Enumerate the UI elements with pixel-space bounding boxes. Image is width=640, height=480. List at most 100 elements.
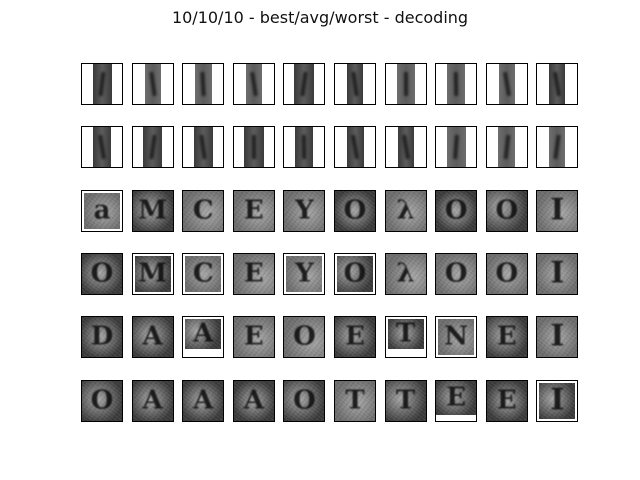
texture-overlay	[233, 317, 274, 358]
thumbnail-cell: T	[384, 316, 427, 359]
texture-overlay	[82, 253, 122, 294]
thumbnail-image: O	[284, 317, 325, 358]
glyph-mark: I	[550, 318, 565, 354]
thumbnail-cell: I	[536, 316, 579, 359]
thumbnail-image: I	[537, 190, 578, 231]
thumbnail-image	[92, 64, 112, 104]
thumbnail-image: E	[233, 253, 274, 294]
thumbnail-image: M	[132, 190, 173, 231]
thumbnail-image: E	[335, 317, 375, 358]
thumbnail-image	[193, 127, 213, 168]
texture-overlay	[438, 319, 475, 356]
thumbnail-image	[498, 127, 516, 168]
thumbnail-cell: T	[334, 379, 376, 422]
thumbnail-image	[446, 127, 466, 168]
thumbnail-image: a	[84, 192, 120, 229]
glyph-mark: O	[90, 258, 114, 289]
texture-overlay	[436, 380, 477, 415]
glyph-mark: A	[142, 384, 163, 415]
glyph-mark: I	[550, 381, 565, 417]
thumbnail-image: E	[436, 380, 477, 415]
thumbnail-image: E	[486, 317, 527, 358]
thumbnail-image: I	[537, 317, 578, 358]
thumbnail-image: Y	[284, 190, 325, 231]
glyph-mark: O	[444, 258, 468, 289]
thumbnail-image	[498, 64, 515, 104]
thumbnail-cell: λ	[384, 189, 427, 232]
texture-overlay	[286, 255, 323, 292]
thumbnail-cell: A	[131, 379, 174, 422]
texture-overlay	[233, 253, 274, 294]
thumbnail-image	[549, 127, 566, 168]
thumbnail-image	[93, 127, 111, 168]
thumbnail-cell: T	[384, 379, 427, 422]
thumbnail-cell	[182, 126, 225, 169]
thumbnail-image: λ	[385, 190, 426, 231]
strip-stroke	[148, 71, 157, 97]
thumbnail-image: A	[132, 317, 173, 358]
thumbnail-image: C	[183, 190, 224, 231]
thumbnail-cell	[435, 126, 478, 169]
thumbnail-cell: O	[435, 189, 478, 232]
texture-overlay	[486, 317, 527, 358]
texture-overlay	[132, 380, 173, 421]
thumbnail-cell	[131, 126, 174, 169]
texture-overlay	[486, 380, 527, 421]
thumbnail-cell	[131, 63, 174, 105]
thumbnail-cell	[485, 126, 528, 169]
texture-overlay	[335, 317, 375, 358]
thumbnail-cell: E	[334, 316, 376, 359]
glyph-mark: M	[138, 258, 167, 289]
glyph-mark: A	[193, 318, 214, 349]
glyph-mark: D	[90, 321, 114, 352]
strip-stroke	[98, 71, 106, 97]
thumbnail-image: O	[82, 253, 122, 294]
thumbnail-cell: E	[232, 252, 275, 295]
strip-stroke	[453, 71, 459, 97]
thumbnail-cell: E	[232, 316, 275, 359]
strip-stroke	[351, 71, 359, 97]
glyph-mark: I	[550, 191, 565, 227]
thumbnail-cell	[384, 63, 427, 105]
figure-title: 10/10/10 - best/avg/worst - decoding	[171, 8, 469, 27]
glyph-mark: A	[142, 321, 163, 352]
thumbnail-image	[396, 64, 415, 104]
thumbnail-image: O	[436, 190, 477, 231]
thumbnail-image: N	[438, 319, 475, 356]
thumbnail-cell	[334, 126, 376, 169]
thumbnail-image: O	[335, 190, 375, 231]
texture-overlay	[185, 255, 222, 292]
texture-overlay	[537, 253, 578, 294]
thumbnail-cell: E	[232, 189, 275, 232]
thumbnail-cell	[283, 63, 326, 105]
texture-overlay	[284, 190, 325, 231]
thumbnail-cell: N	[435, 316, 478, 359]
strip-stroke	[148, 135, 157, 160]
thumbnail-image: T	[385, 380, 426, 421]
thumbnail-image: T	[335, 380, 375, 421]
texture-overlay	[82, 380, 122, 421]
texture-overlay	[539, 382, 576, 419]
thumbnail-cell	[334, 63, 376, 105]
glyph-mark: E	[446, 381, 467, 412]
thumbnail-image: O	[82, 380, 122, 421]
glyph-mark: A	[193, 384, 214, 415]
thumbnail-image	[144, 64, 161, 104]
glyph-mark: O	[343, 195, 367, 226]
glyph-mark: E	[243, 258, 264, 289]
thumbnail-cell: M	[131, 252, 174, 295]
thumbnail-cell: D	[81, 316, 123, 359]
glyph-mark: A	[243, 384, 264, 415]
thumbnail-cell: O	[435, 252, 478, 295]
thumbnail-image	[447, 64, 466, 104]
thumbnail-image: A	[183, 380, 224, 421]
thumbnail-cell: O	[485, 252, 528, 295]
thumbnail-image: A	[132, 380, 173, 421]
strip-stroke	[251, 135, 256, 160]
thumbnail-image: E	[233, 317, 274, 358]
thumbnail-image: O	[284, 380, 325, 421]
glyph-mark: O	[90, 384, 114, 415]
thumbnail-image: D	[82, 317, 122, 358]
thumbnail-cell	[536, 126, 579, 169]
